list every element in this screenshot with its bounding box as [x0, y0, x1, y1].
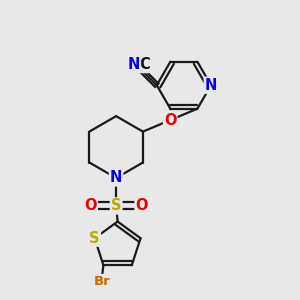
Text: C: C: [139, 57, 150, 72]
Text: S: S: [111, 198, 122, 213]
Text: O: O: [164, 112, 176, 128]
Text: O: O: [136, 198, 148, 213]
Text: O: O: [84, 198, 97, 213]
Text: S: S: [89, 231, 100, 246]
Text: N: N: [128, 57, 140, 72]
Text: Br: Br: [94, 275, 110, 288]
Text: N: N: [205, 78, 217, 93]
Text: N: N: [110, 170, 122, 185]
